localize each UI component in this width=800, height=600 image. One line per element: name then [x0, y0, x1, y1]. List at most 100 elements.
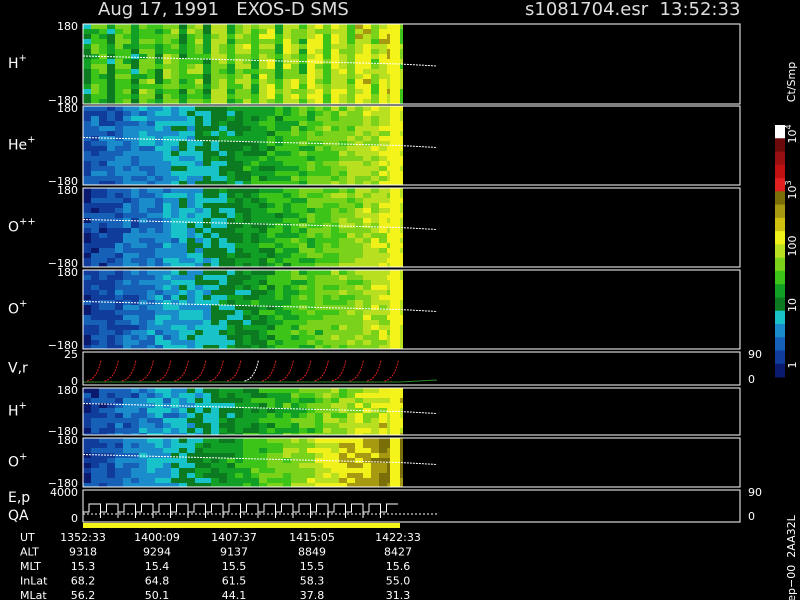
- spectrogram-cell: [299, 335, 307, 340]
- spectrogram-cell: [83, 330, 91, 335]
- spectrogram-cell: [323, 275, 331, 280]
- spectrogram-cell: [339, 408, 347, 413]
- spectrogram-cell: [107, 74, 115, 79]
- spectrogram-cell: [99, 218, 107, 223]
- spectrogram-cell: [227, 116, 235, 121]
- spectrogram-cell: [291, 483, 299, 487]
- spectrogram-cell: [171, 280, 179, 285]
- spectrogram-cell: [227, 418, 235, 423]
- spectrogram-cell: [339, 223, 347, 228]
- spectrogram-cell: [195, 208, 203, 213]
- spectrogram-cell: [115, 176, 123, 181]
- spectrogram-cell: [379, 275, 387, 280]
- spectrogram-cell: [227, 483, 235, 487]
- spectrogram-cell: [219, 161, 227, 166]
- spectrogram-cell: [155, 218, 163, 223]
- spectrogram-cell: [227, 290, 235, 295]
- spectrogram-cell: [323, 29, 331, 34]
- spectrogram-cell: [267, 408, 275, 413]
- spectrogram-cell: [299, 243, 307, 248]
- spectrogram-cell: [267, 325, 275, 330]
- spectrogram-cell: [147, 473, 155, 478]
- spectrogram-cell: [131, 74, 139, 79]
- spectrogram-cell: [163, 398, 171, 403]
- spectrogram-cell: [179, 310, 187, 315]
- spectrogram-cell: [187, 99, 195, 104]
- spectrogram-cell: [347, 44, 355, 49]
- spectrogram-cell: [243, 151, 251, 156]
- spectrogram-cell: [315, 330, 323, 335]
- spectrogram-cell: [267, 64, 275, 69]
- spectrogram-cell: [91, 203, 99, 208]
- spectrogram-cell: [115, 116, 123, 121]
- spectrogram-cell: [99, 258, 107, 263]
- spectrogram-cell: [235, 156, 243, 161]
- spectrogram-cell: [243, 188, 251, 193]
- spectrogram-cell: [187, 300, 195, 305]
- spectrogram-cell: [147, 84, 155, 89]
- spectrogram-cell: [227, 433, 235, 435]
- spectrogram-cell: [171, 263, 179, 267]
- spectrogram-cell: [347, 208, 355, 213]
- spectrogram-cell: [379, 24, 387, 29]
- spectrogram-cell: [203, 198, 211, 203]
- spectrogram-cell: [155, 423, 163, 428]
- spectrogram-cell: [147, 285, 155, 290]
- spectrogram-cell: [323, 99, 331, 104]
- spectrogram-cell: [363, 305, 371, 310]
- spectrogram-cell: [315, 213, 323, 218]
- spectrogram-cell: [107, 188, 115, 193]
- spectrogram-cell: [299, 478, 307, 483]
- spectrogram-cell: [355, 478, 363, 483]
- spectrogram-cell: [331, 146, 339, 151]
- spectrogram-cell: [283, 188, 291, 193]
- spectrogram-cell: [139, 213, 147, 218]
- spectrogram-cell: [235, 126, 243, 131]
- spectrogram-cell: [139, 468, 147, 473]
- spectrogram-cell: [123, 285, 131, 290]
- spectrogram-cell: [219, 253, 227, 258]
- spectrogram-cell: [91, 84, 99, 89]
- spectrogram-cell: [147, 330, 155, 335]
- spectrogram-cell: [131, 84, 139, 89]
- spectrogram-cell: [291, 340, 299, 345]
- spectrogram-cell: [235, 218, 243, 223]
- spectrogram-cell: [131, 121, 139, 126]
- spectrogram-cell: [307, 290, 315, 295]
- spectrogram-cell: [131, 233, 139, 238]
- spectrogram-cell: [219, 285, 227, 290]
- spectrogram-cell: [211, 253, 219, 258]
- spectrogram-cell: [211, 275, 219, 280]
- spectrogram-cell: [283, 248, 291, 253]
- y-tick-label: −180: [48, 477, 78, 490]
- spectrogram-cell: [283, 393, 291, 398]
- spectrogram-cell: [307, 84, 315, 89]
- spectrogram-cell: [347, 248, 355, 253]
- spectrogram-cell: [115, 315, 123, 320]
- spectrogram-cell: [115, 408, 123, 413]
- spectrogram-cell: [259, 228, 267, 233]
- spectrogram-cell: [299, 483, 307, 487]
- spectrogram-cell: [195, 193, 203, 198]
- spectrogram-cell: [179, 141, 187, 146]
- spectrogram-cell: [187, 218, 195, 223]
- spectrogram-cell: [323, 166, 331, 171]
- spectrogram-cell: [83, 161, 91, 166]
- spectrogram-cell: [139, 203, 147, 208]
- spectrogram-cell: [275, 84, 283, 89]
- spectrogram-cell: [363, 198, 371, 203]
- spectrogram-cell: [195, 74, 203, 79]
- spectrogram-cell: [83, 448, 91, 453]
- spectrogram-cell: [251, 300, 259, 305]
- spectrogram-cell: [363, 248, 371, 253]
- spectrogram-cell: [107, 223, 115, 228]
- spectrogram-cell: [275, 295, 283, 300]
- spectrogram-cell: [259, 438, 267, 443]
- spectrogram-cell: [107, 408, 115, 413]
- spectrogram-cell: [283, 213, 291, 218]
- spectrogram-cell: [251, 99, 259, 104]
- spectrogram-cell: [107, 29, 115, 34]
- spectrogram-cell: [163, 176, 171, 181]
- spectrogram-cell: [291, 258, 299, 263]
- spectrogram-cell: [299, 29, 307, 34]
